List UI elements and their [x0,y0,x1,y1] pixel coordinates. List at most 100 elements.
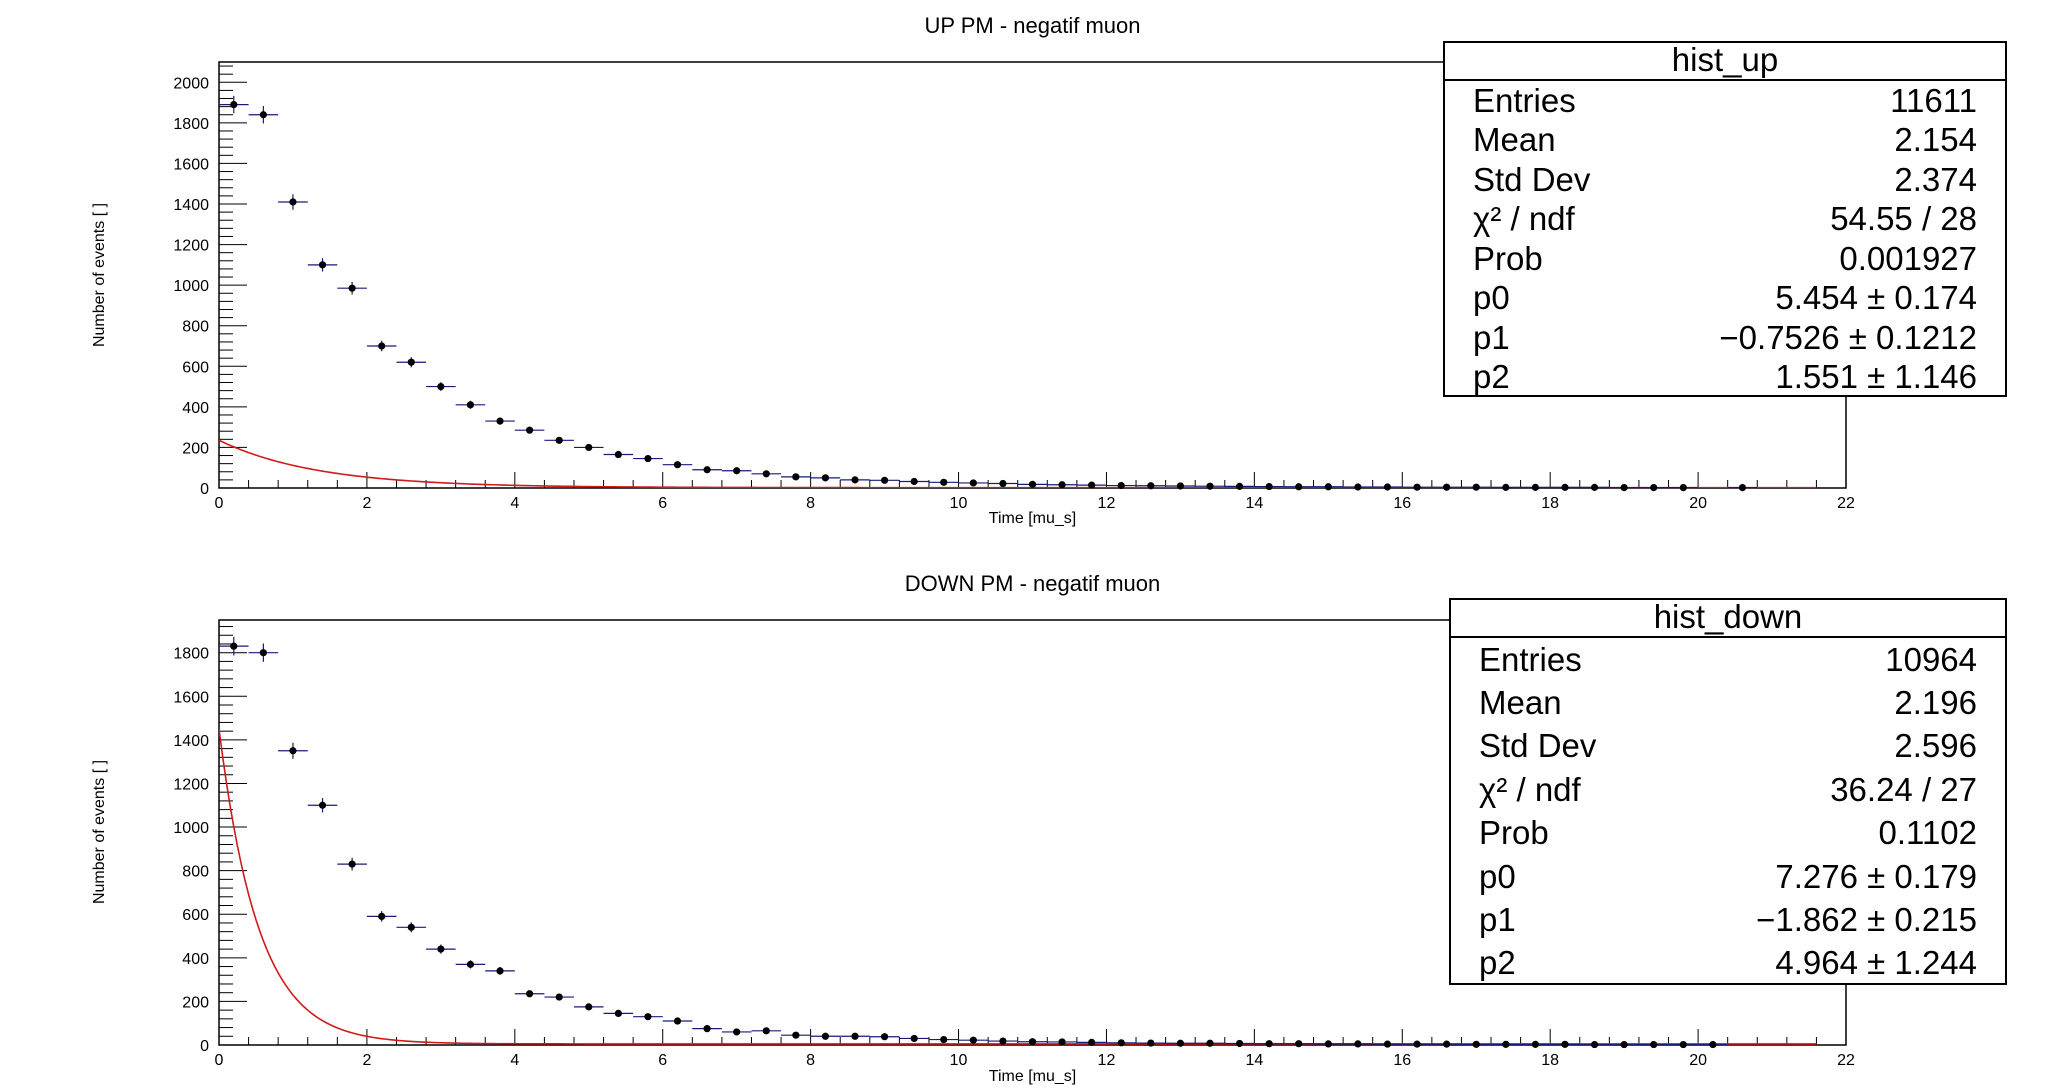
x-tick-label: 2 [362,1052,371,1069]
data-point [1195,482,1225,490]
x-axis-label: Time [mu_s] [989,1068,1076,1085]
data-point [751,470,782,478]
marker [496,967,504,975]
data-point [1668,1040,1699,1049]
marker [792,473,800,481]
marker [585,1003,593,1011]
marker [1265,1040,1273,1048]
y-tick-label: 400 [182,951,209,968]
data-point [1017,1038,1048,1046]
y-tick-label: 600 [182,359,209,376]
marker [348,284,356,292]
chart-title: DOWN PM - negatif muon [905,571,1161,596]
marker [318,261,327,269]
marker [910,477,918,486]
histogram-panel-up: UP PM - negatif muon 0 2 4 6 8 10 12 14 16 18 20 22 T… [91,13,1855,527]
data-point [307,798,338,813]
marker [1679,483,1687,492]
marker [999,1037,1007,1045]
data-point [1224,1039,1255,1048]
marker [910,1034,918,1043]
data-point [573,1003,604,1011]
stats-row: Std Dev 2.596 [1451,725,2005,768]
data-point [455,400,486,409]
y-tick-label: 600 [182,907,209,924]
marker [969,479,977,487]
marker [1590,1040,1599,1049]
stats-value: 4.964 ± 1.244 [1775,944,1977,982]
stats-label: χ² / ndf [1479,770,1581,808]
stats-value: 0.001927 [1839,239,1977,277]
y-tick-label: 1600 [173,156,209,173]
x-tick-label: 6 [658,1052,667,1069]
stats-rows: Entries 10964 Mean 2.196 Std Dev 2.596 χ² / nd… [1451,638,2005,985]
data-point [958,1036,989,1044]
stats-value: 36.24 / 27 [1830,770,1977,808]
data-points [219,636,1728,1049]
marker [614,450,622,459]
y-tick-label: 1200 [173,776,209,793]
data-point [278,194,308,210]
x-tick-label: 16 [1393,495,1411,512]
x-tick-label: 8 [806,495,815,512]
x-tick-label: 20 [1689,1052,1707,1069]
data-point [366,340,397,352]
stats-value: 0.1102 [1878,814,1977,852]
marker [792,1031,800,1039]
marker [1324,1040,1332,1048]
stats-value: 2.154 [1894,121,1977,159]
marker [821,474,830,482]
data-point [662,461,693,469]
y-tick-label: 200 [182,440,209,457]
stats-label: Std Dev [1473,160,1591,198]
marker [1088,1038,1096,1046]
stats-row: Mean 2.154 [1445,121,2005,161]
data-point [869,476,900,484]
y-axis: 0 200 400 600 800 1000 1200 1400 1600 1800 2000 Num… [91,65,247,498]
x-tick-label: 22 [1837,495,1855,512]
data-points [219,95,1758,492]
data-point [1402,1040,1432,1048]
stats-row: χ² / ndf 36.24 / 27 [1451,768,2005,811]
marker [1383,1040,1392,1048]
data-point [1579,1040,1610,1049]
data-point [426,944,456,954]
data-point [1402,483,1432,491]
stats-row: Mean 2.196 [1451,681,2005,724]
marker [1176,1039,1185,1047]
x-axis: 0 2 4 6 8 10 12 14 16 18 20 22 Time [mu_s] [215,472,1855,527]
y-tick-label: 1800 [173,646,209,663]
marker [259,649,267,657]
marker [1354,483,1362,491]
data-point [1136,482,1166,490]
marker [1324,483,1332,491]
x-tick-label: 4 [510,495,519,512]
data-point [514,426,545,434]
data-point [219,636,249,656]
y-tick-label: 1200 [173,238,209,255]
x-tick-label: 22 [1837,1052,1855,1069]
stats-row: Entries 11611 [1445,81,2005,121]
stats-value: 2.374 [1894,160,1977,198]
y-tick-label: 1800 [173,116,209,133]
y-tick-label: 1000 [173,820,209,837]
stats-box-title: hist_down [1451,600,2005,638]
marker [289,747,297,755]
marker [1472,483,1480,491]
marker [466,960,475,968]
marker [1472,1040,1480,1048]
data-point [1491,1040,1521,1048]
x-tick-label: 0 [215,495,224,512]
marker [1502,483,1510,491]
marker [733,467,741,475]
stats-label: Mean [1479,684,1562,722]
marker [733,1028,741,1036]
marker [318,801,327,809]
marker [1709,1040,1717,1049]
data-point [1550,483,1580,491]
data-point [1550,1040,1580,1048]
data-point [544,436,574,444]
marker [1620,1040,1628,1049]
marker [378,912,386,921]
data-point [633,1013,663,1021]
